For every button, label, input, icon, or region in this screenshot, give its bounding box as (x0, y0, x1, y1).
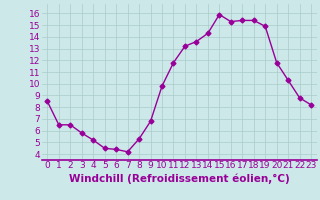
X-axis label: Windchill (Refroidissement éolien,°C): Windchill (Refroidissement éolien,°C) (69, 173, 290, 184)
